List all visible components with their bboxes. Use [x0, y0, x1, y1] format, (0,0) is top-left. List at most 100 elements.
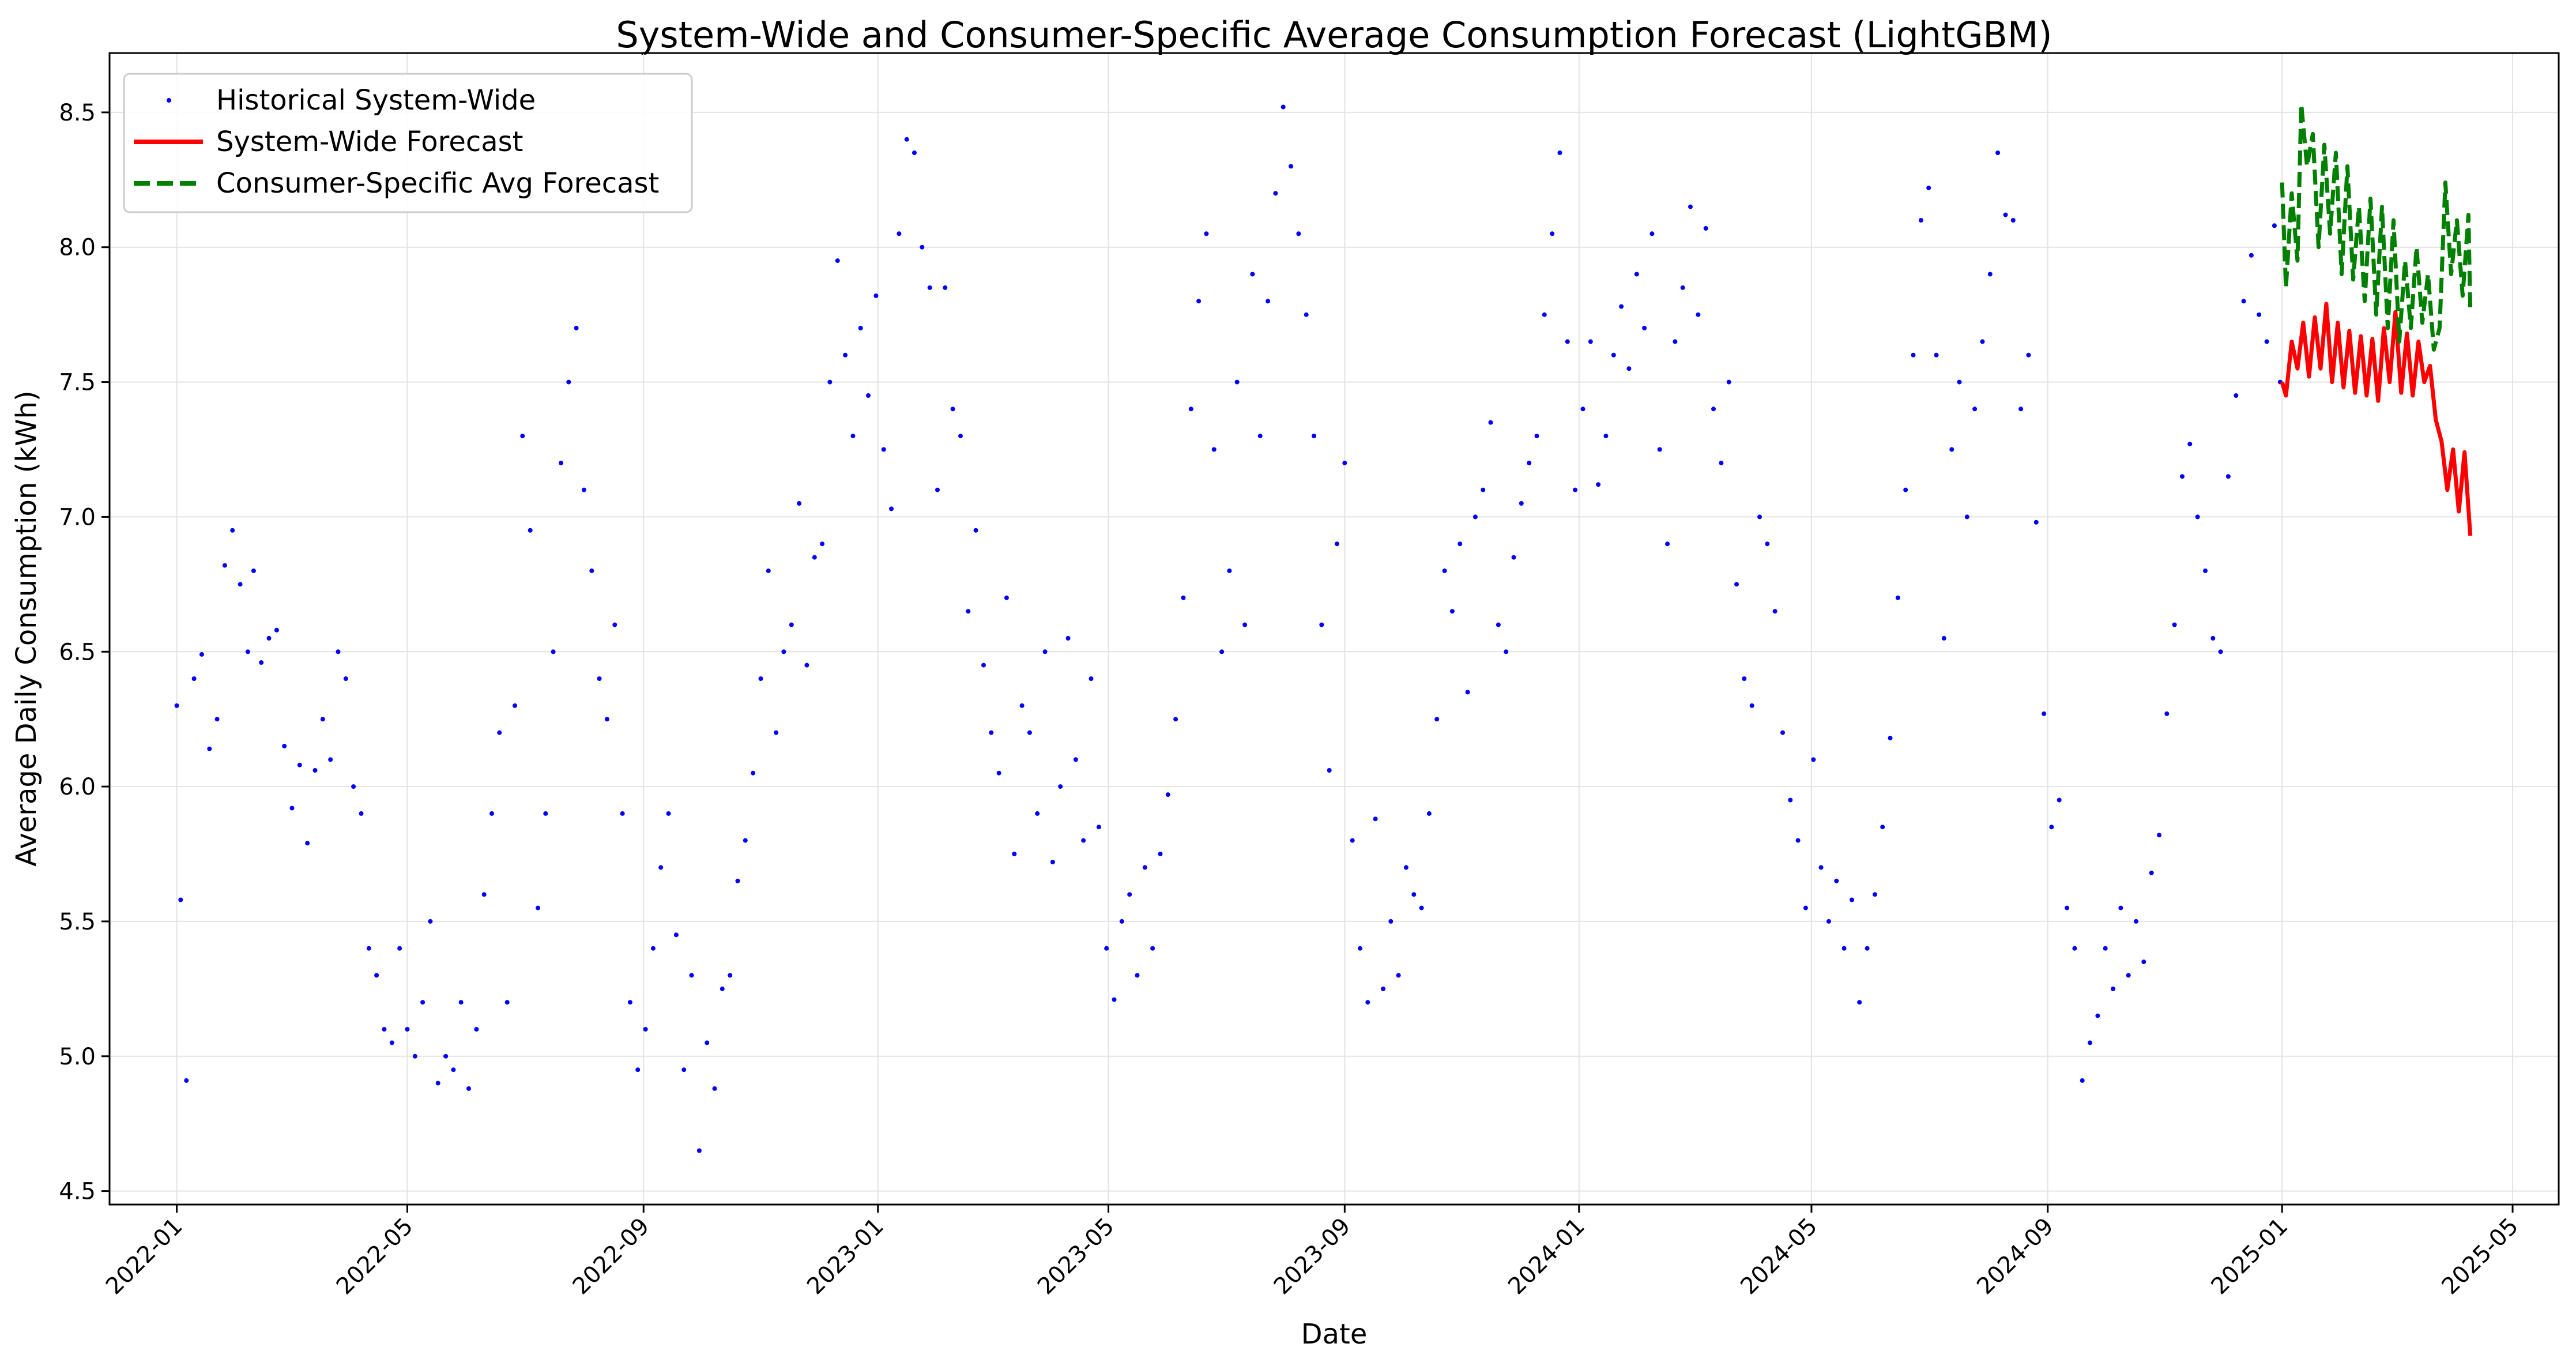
data-point: [1188, 407, 1193, 412]
data-point: [850, 434, 856, 439]
data-point: [1757, 514, 1762, 520]
data-point: [935, 487, 940, 492]
data-point: [2049, 825, 2054, 830]
data-point: [1165, 792, 1170, 797]
data-point: [1234, 379, 1240, 385]
data-point: [1173, 717, 1178, 722]
data-point: [2080, 1078, 2085, 1083]
data-point: [689, 973, 694, 978]
data-point: [2088, 1040, 2092, 1045]
y-tick-label: 8.0: [59, 235, 96, 261]
data-point: [1964, 514, 1969, 520]
data-point: [1127, 892, 1132, 897]
data-point: [1603, 434, 1609, 439]
data-point: [2118, 905, 2123, 910]
data-point: [950, 407, 955, 412]
data-point: [351, 784, 356, 789]
data-point: [1289, 164, 1293, 169]
data-point: [443, 1053, 449, 1059]
data-point: [696, 1148, 702, 1153]
data-point: [1488, 420, 1493, 425]
data-point: [489, 811, 494, 816]
data-point: [1204, 231, 1209, 236]
data-point: [2103, 946, 2108, 951]
x-axis-label: Date: [1301, 1318, 1368, 1350]
series-historical-system-wide: [174, 104, 2283, 1153]
data-point: [2149, 870, 2154, 875]
data-point: [1987, 272, 1993, 277]
data-point: [1665, 541, 1670, 547]
data-point: [1065, 635, 1071, 641]
data-point: [1619, 304, 1624, 309]
data-point: [635, 1067, 641, 1073]
data-point: [1119, 919, 1124, 924]
data-point: [1511, 555, 1516, 560]
data-point: [1319, 622, 1324, 627]
data-point: [289, 806, 295, 811]
data-point: [735, 878, 740, 883]
data-point: [1703, 226, 1708, 231]
data-point: [1711, 407, 1716, 412]
data-point: [673, 932, 679, 938]
data-point: [1058, 784, 1063, 789]
data-point: [1918, 218, 1923, 223]
data-point: [1611, 352, 1616, 358]
data-point: [1934, 352, 1939, 358]
data-point: [1726, 379, 1731, 385]
data-point: [1772, 609, 1777, 614]
y-axis-ticks: 4.5 5.0 5.5 6.0 6.5 7.0 7.5 8.0 8.5: [59, 100, 110, 1205]
data-point: [1872, 892, 1877, 897]
data-point: [474, 1027, 479, 1032]
data-point: [1365, 1000, 1370, 1005]
data-point: [199, 652, 204, 657]
data-point: [1273, 191, 1278, 196]
data-point: [1496, 622, 1501, 627]
data-point: [543, 811, 548, 816]
data-point: [312, 768, 318, 773]
data-point: [766, 568, 771, 573]
data-point: [2187, 442, 2193, 447]
legend-box: [123, 73, 693, 213]
data-point: [1250, 272, 1255, 277]
data-point: [2249, 253, 2254, 258]
data-point: [1050, 860, 1055, 864]
data-point: [1734, 582, 1739, 587]
data-point: [1027, 730, 1032, 735]
data-point: [1257, 434, 1263, 439]
data-point: [1481, 487, 1486, 492]
data-point: [820, 541, 825, 547]
data-point: [666, 811, 671, 816]
data-point: [920, 244, 925, 250]
data-point: [681, 1067, 687, 1073]
data-point: [2003, 212, 2008, 217]
data-point: [2065, 905, 2070, 910]
data-point: [1472, 514, 1478, 520]
data-point: [751, 770, 756, 776]
data-point: [1035, 811, 1040, 816]
y-tick-label: 6.0: [59, 774, 96, 800]
data-point: [650, 946, 656, 951]
data-point: [1673, 339, 1678, 344]
y-tick-label: 8.5: [59, 100, 96, 126]
data-point: [559, 460, 563, 465]
data-point: [1865, 946, 1870, 951]
data-point: [2157, 833, 2161, 838]
data-point: [1634, 272, 1639, 277]
data-point: [1980, 339, 1985, 344]
legend-marker-historical: [167, 98, 171, 103]
data-point: [1342, 460, 1347, 465]
data-point: [996, 770, 1001, 776]
data-point: [2057, 797, 2062, 803]
data-point: [1012, 852, 1017, 856]
data-point: [1219, 649, 1225, 654]
data-point: [1995, 150, 2001, 155]
y-tick-label: 7.0: [59, 504, 96, 530]
data-point: [904, 137, 909, 142]
data-point: [743, 838, 748, 843]
data-point: [1818, 865, 1824, 870]
data-point: [184, 1078, 189, 1083]
data-point: [1688, 204, 1693, 209]
data-point: [804, 663, 809, 668]
data-point: [504, 1000, 510, 1005]
